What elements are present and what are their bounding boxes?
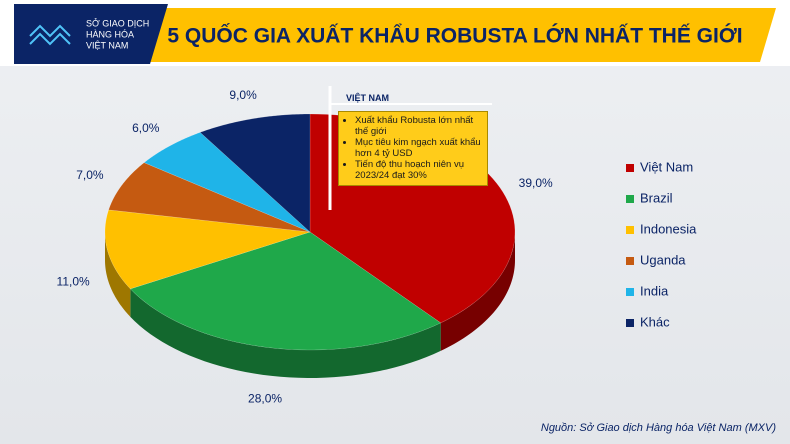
legend-label: Việt Nam [640, 159, 693, 174]
data-label: 7,0% [76, 168, 104, 182]
legend-swatch [626, 257, 634, 265]
annotation-list: Xuất khẩu Robusta lớn nhất thế giớiMục t… [339, 115, 483, 181]
slice [104, 209, 311, 290]
annotation-item: Mục tiêu kim ngạch xuất khẩu hơn 4 tỷ US… [355, 137, 483, 159]
data-label: 11,0% [57, 274, 90, 288]
legend-swatch [626, 226, 634, 234]
title-band [150, 8, 776, 62]
logo-text: HÀNG HÓA [86, 29, 134, 39]
slice [129, 231, 442, 351]
data-label: 9,0% [229, 88, 257, 102]
logo-icon [29, 24, 71, 46]
data-label: 39,0% [519, 176, 553, 190]
legend-swatch [626, 164, 634, 172]
slice-side [105, 232, 131, 317]
data-label: 28,0% [248, 391, 282, 405]
legend-swatch [626, 319, 634, 327]
slice [199, 113, 311, 233]
chart-title: 5 QUỐC GIA XUẤT KHẨU ROBUSTA LỚN NHẤT TH… [167, 24, 742, 48]
legend-swatch [626, 288, 634, 296]
logo-band [14, 4, 168, 64]
annotation-title: VIỆT NAM [346, 93, 390, 103]
legend-label: Indonesia [640, 221, 697, 236]
data-label: 6,0% [132, 121, 160, 135]
slice [143, 132, 311, 233]
logo-text: SỞ GIAO DỊCH [86, 17, 149, 28]
legend-label: Brazil [640, 190, 673, 205]
slice [108, 162, 311, 233]
annotation-item: Tiến độ thu hoạch niên vụ 2023/24 đạt 30… [355, 159, 483, 181]
annotation-item: Xuất khẩu Robusta lớn nhất thế giới [355, 115, 483, 137]
legend-label: Uganda [640, 252, 686, 267]
legend-label: Khác [640, 314, 670, 329]
slice-side [440, 232, 515, 351]
legend-label: India [640, 283, 669, 298]
annotation: Xuất khẩu Robusta lớn nhất thế giớiMục t… [338, 111, 488, 186]
logo-text: VIỆT NAM [86, 40, 128, 50]
legend-swatch [626, 195, 634, 203]
source: Nguồn: Sở Giao dịch Hàng hóa Việt Nam (M… [540, 422, 776, 434]
slice-side [130, 288, 441, 378]
